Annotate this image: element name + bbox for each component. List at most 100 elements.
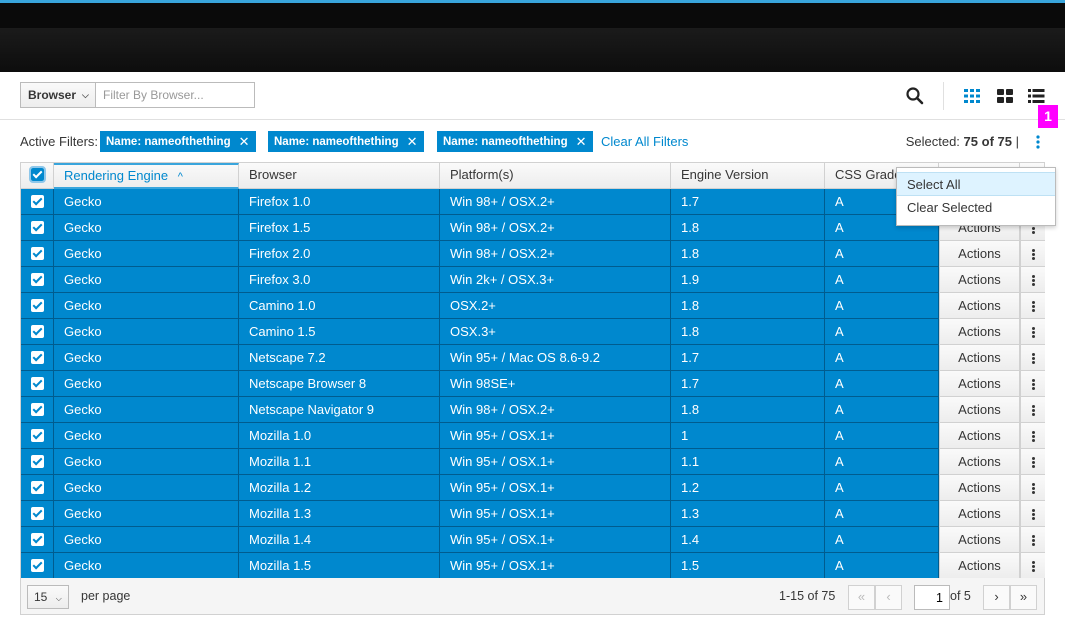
selection-kebab-icon[interactable] <box>1033 133 1043 151</box>
actions-button[interactable]: Actions <box>939 423 1020 449</box>
close-icon[interactable]: ✕ <box>406 133 418 149</box>
actions-button[interactable]: Actions <box>939 345 1020 371</box>
row-kebab-icon[interactable] <box>1020 501 1045 527</box>
row-kebab-icon[interactable] <box>1020 371 1045 397</box>
row-checkbox[interactable] <box>30 221 44 235</box>
row-kebab-icon[interactable] <box>1020 293 1045 319</box>
row-select-cell[interactable] <box>21 345 54 371</box>
clear-all-filters-link[interactable]: Clear All Filters <box>601 134 689 149</box>
close-icon[interactable]: ✕ <box>238 133 250 149</box>
row-checkbox[interactable] <box>30 559 44 573</box>
row-select-cell[interactable] <box>21 501 54 527</box>
row-select-cell[interactable] <box>21 293 54 319</box>
header-platforms[interactable]: Platform(s) <box>440 163 671 189</box>
row-checkbox[interactable] <box>30 377 44 391</box>
row-kebab-icon[interactable] <box>1020 553 1045 579</box>
row-select-cell[interactable] <box>21 267 54 293</box>
row-kebab-icon[interactable] <box>1020 319 1045 345</box>
previous-page-button[interactable]: ‹ <box>875 585 902 610</box>
close-icon[interactable]: ✕ <box>575 133 587 149</box>
row-select-cell[interactable] <box>21 241 54 267</box>
table-row[interactable]: Gecko Firefox 1.5 Win 98+ / OSX.2+ 1.8 A Acti… <box>21 215 1045 241</box>
row-checkbox[interactable] <box>30 481 44 495</box>
row-checkbox[interactable] <box>30 195 44 209</box>
table-row[interactable]: Gecko Mozilla 1.4 Win 95+ / OSX.1+ 1.4 A Acti… <box>21 527 1045 553</box>
actions-button[interactable]: Actions <box>939 371 1020 397</box>
row-checkbox[interactable] <box>30 533 44 547</box>
row-checkbox[interactable] <box>30 325 44 339</box>
filter-type-dropdown[interactable]: Browser ⌵ <box>20 82 96 108</box>
header-engine-version[interactable]: Engine Version <box>671 163 825 189</box>
row-checkbox[interactable] <box>30 351 44 365</box>
row-select-cell[interactable] <box>21 449 54 475</box>
row-kebab-icon[interactable] <box>1020 475 1045 501</box>
row-select-cell[interactable] <box>21 475 54 501</box>
row-checkbox[interactable] <box>30 429 44 443</box>
cell-engine-version: 1.7 <box>671 189 825 215</box>
row-checkbox[interactable] <box>30 247 44 261</box>
search-icon[interactable] <box>905 86 925 106</box>
row-select-cell[interactable] <box>21 527 54 553</box>
actions-button[interactable]: Actions <box>939 319 1020 345</box>
list-view-icon[interactable] <box>1027 87 1045 105</box>
row-kebab-icon[interactable] <box>1020 449 1045 475</box>
header-rendering-engine[interactable]: Rendering Engine ^ <box>54 163 239 189</box>
per-page-dropdown[interactable]: 15 ⌵ <box>27 585 69 609</box>
row-checkbox[interactable] <box>30 403 44 417</box>
header-browser[interactable]: Browser <box>239 163 440 189</box>
row-kebab-icon[interactable] <box>1020 423 1045 449</box>
table-row[interactable]: Gecko Netscape Navigator 9 Win 98+ / OSX.2… <box>21 397 1045 423</box>
select-all-menu-item[interactable]: Select All <box>897 172 1055 196</box>
cell-css-grade: A <box>825 215 939 241</box>
select-all-header-cell[interactable] <box>21 163 54 189</box>
actions-button[interactable]: Actions <box>939 501 1020 527</box>
row-checkbox[interactable] <box>30 507 44 521</box>
last-page-button[interactable]: » <box>1010 585 1037 610</box>
table-row[interactable]: Gecko Netscape 7.2 Win 95+ / Mac OS 8.6-9.… <box>21 345 1045 371</box>
row-kebab-icon[interactable] <box>1020 345 1045 371</box>
row-kebab-icon[interactable] <box>1020 241 1045 267</box>
actions-button[interactable]: Actions <box>939 293 1020 319</box>
row-checkbox[interactable] <box>30 273 44 287</box>
actions-button[interactable]: Actions <box>939 397 1020 423</box>
table-row[interactable]: Gecko Mozilla 1.1 Win 95+ / OSX.1+ 1.1 A Acti… <box>21 449 1045 475</box>
actions-button[interactable]: Actions <box>939 241 1020 267</box>
next-page-button[interactable]: › <box>983 585 1010 610</box>
filter-input[interactable] <box>96 82 255 108</box>
actions-button[interactable]: Actions <box>939 475 1020 501</box>
current-page-input[interactable] <box>914 585 950 610</box>
cell-browser: Mozilla 1.0 <box>239 423 440 449</box>
select-all-checkbox[interactable] <box>28 166 46 184</box>
actions-button[interactable]: Actions <box>939 267 1020 293</box>
actions-button[interactable]: Actions <box>939 527 1020 553</box>
row-kebab-icon[interactable] <box>1020 397 1045 423</box>
actions-button[interactable]: Actions <box>939 553 1020 579</box>
table-row[interactable]: Gecko Firefox 2.0 Win 98+ / OSX.2+ 1.8 A Acti… <box>21 241 1045 267</box>
table-row[interactable]: Gecko Camino 1.5 OSX.3+ 1.8 A Actions <box>21 319 1045 345</box>
row-kebab-icon[interactable] <box>1020 267 1045 293</box>
actions-button[interactable]: Actions <box>939 449 1020 475</box>
grid-view-icon[interactable] <box>996 87 1014 105</box>
row-checkbox[interactable] <box>30 299 44 313</box>
row-select-cell[interactable] <box>21 215 54 241</box>
table-row[interactable]: Gecko Mozilla 1.3 Win 95+ / OSX.1+ 1.3 A Acti… <box>21 501 1045 527</box>
row-select-cell[interactable] <box>21 319 54 345</box>
row-select-cell[interactable] <box>21 553 54 579</box>
table-row[interactable]: Gecko Mozilla 1.2 Win 95+ / OSX.1+ 1.2 A Acti… <box>21 475 1045 501</box>
card-view-icon[interactable] <box>963 87 981 105</box>
row-select-cell[interactable] <box>21 371 54 397</box>
table-row[interactable]: Gecko Mozilla 1.5 Win 95+ / OSX.1+ 1.5 A Acti… <box>21 553 1045 579</box>
row-checkbox[interactable] <box>30 455 44 469</box>
row-select-cell[interactable] <box>21 189 54 215</box>
first-page-button[interactable]: « <box>848 585 875 610</box>
table-row[interactable]: Gecko Netscape Browser 8 Win 98SE+ 1.7 A Acti… <box>21 371 1045 397</box>
clear-selected-menu-item[interactable]: Clear Selected <box>907 200 993 215</box>
table-row[interactable]: Gecko Camino 1.0 OSX.2+ 1.8 A Actions <box>21 293 1045 319</box>
row-kebab-icon[interactable] <box>1020 527 1045 553</box>
cell-engine-version: 1.5 <box>671 553 825 579</box>
table-row[interactable]: Gecko Firefox 3.0 Win 2k+ / OSX.3+ 1.9 A Acti… <box>21 267 1045 293</box>
table-row[interactable]: Gecko Mozilla 1.0 Win 95+ / OSX.1+ 1 A Action… <box>21 423 1045 449</box>
row-select-cell[interactable] <box>21 397 54 423</box>
row-select-cell[interactable] <box>21 423 54 449</box>
